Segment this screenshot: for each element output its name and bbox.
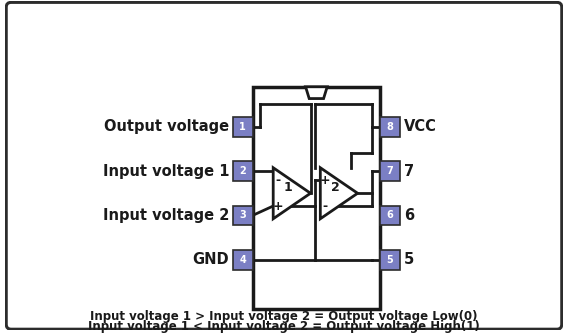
Bar <box>233 206 253 225</box>
Polygon shape <box>273 168 311 219</box>
Bar <box>380 117 400 137</box>
Text: 5: 5 <box>404 252 414 267</box>
Text: 4: 4 <box>239 255 246 265</box>
Bar <box>380 206 400 225</box>
FancyBboxPatch shape <box>6 2 562 329</box>
Text: 6: 6 <box>404 208 414 223</box>
Text: 5: 5 <box>387 255 394 265</box>
Polygon shape <box>306 87 327 98</box>
Text: VCC: VCC <box>404 119 437 134</box>
Text: Output voltage: Output voltage <box>104 119 229 134</box>
Polygon shape <box>320 168 358 219</box>
Text: 2: 2 <box>331 181 340 194</box>
Bar <box>380 250 400 270</box>
Bar <box>233 117 253 137</box>
Text: 8: 8 <box>387 122 394 132</box>
Bar <box>233 161 253 181</box>
Text: 1: 1 <box>283 181 293 194</box>
Text: 7: 7 <box>404 163 414 179</box>
Text: 1: 1 <box>239 122 246 132</box>
Bar <box>380 161 400 181</box>
Text: -: - <box>323 200 328 212</box>
Bar <box>253 87 380 309</box>
Text: 6: 6 <box>387 210 394 220</box>
Text: 7: 7 <box>387 166 394 176</box>
Text: GND: GND <box>193 252 229 267</box>
Text: +: + <box>273 200 283 212</box>
Text: 3: 3 <box>239 210 246 220</box>
Text: 2: 2 <box>239 166 246 176</box>
Text: Input voltage 2: Input voltage 2 <box>103 208 229 223</box>
Text: Input voltage 1 > Input voltage 2 = Output voltage Low(0): Input voltage 1 > Input voltage 2 = Outp… <box>90 310 478 323</box>
Bar <box>233 250 253 270</box>
Text: Input voltage 1: Input voltage 1 <box>103 163 229 179</box>
Text: +: + <box>320 174 331 187</box>
Text: Input voltage 1 < Input voltage 2 = Output voltage High(1): Input voltage 1 < Input voltage 2 = Outp… <box>88 320 480 333</box>
Text: -: - <box>275 174 281 187</box>
